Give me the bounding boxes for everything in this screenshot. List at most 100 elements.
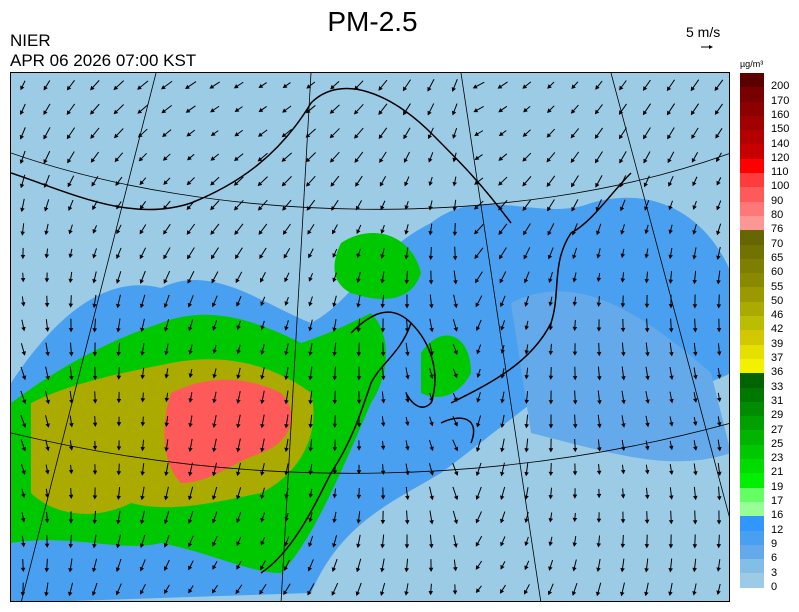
wind-arrowhead (45, 469, 50, 475)
wind-arrowhead (594, 109, 600, 115)
wind-arrowhead (234, 107, 240, 112)
wind-arrowhead (45, 351, 50, 357)
wind-arrowhead (258, 230, 263, 235)
legend-swatch (740, 187, 764, 202)
wind-arrowhead (692, 255, 697, 260)
wind-arrowhead (19, 134, 24, 140)
wind-arrowhead (260, 399, 265, 405)
wind-arrowhead (305, 108, 311, 114)
wind-arrowhead (212, 373, 217, 379)
wind-arrowhead (356, 423, 362, 428)
wind-arrowhead (571, 591, 577, 596)
wind-arrowhead (282, 206, 287, 211)
wind-arrowhead (500, 447, 505, 453)
wind-arrowhead (163, 205, 168, 210)
legend-swatch (740, 244, 764, 259)
wind-arrowhead (260, 541, 265, 546)
wind-arrowhead (644, 278, 650, 284)
wind-arrowhead (308, 493, 314, 499)
legend-label: 110 (771, 166, 789, 179)
wind-arrowhead (356, 446, 362, 451)
wind-arrowhead (115, 567, 121, 572)
wind-arrowhead (547, 254, 553, 260)
wind-arrowhead (257, 181, 263, 187)
wind-arrowhead (597, 447, 602, 452)
wind-arrowhead (500, 423, 505, 429)
wind-arrowhead (596, 543, 602, 548)
wind-arrowhead (500, 518, 505, 524)
wind-arrowhead (500, 374, 505, 379)
wind-arrowhead (548, 325, 554, 331)
legend-swatch (740, 173, 764, 188)
legend-swatch (740, 273, 764, 288)
wind-arrowhead (162, 156, 168, 161)
wind-arrowhead (523, 254, 528, 260)
wind-arrowhead (116, 446, 122, 451)
wind-arrowhead (284, 399, 289, 405)
wind-arrowhead (572, 471, 578, 476)
wind-arrowhead (116, 229, 121, 235)
wind-arrowhead (716, 496, 722, 501)
wind-arrowhead (164, 422, 169, 428)
wind-arrowhead (21, 326, 26, 332)
wind-arrowhead (163, 542, 169, 548)
wind-arrowhead (355, 205, 360, 211)
wind-arrowhead (332, 376, 338, 381)
wind-arrowhead (644, 469, 650, 475)
wind-arrowhead (185, 108, 191, 113)
wind-arrowhead (258, 83, 264, 89)
wind-arrowhead (620, 253, 626, 259)
wind-arrowhead (378, 134, 383, 140)
wind-arrowhead (595, 206, 600, 212)
wind-arrowhead (475, 495, 480, 500)
wind-arrowhead (452, 231, 458, 236)
legend-swatch (740, 416, 764, 431)
wind-arrowhead (498, 108, 503, 113)
wind-arrowhead (404, 205, 409, 210)
wind-arrowhead (669, 398, 674, 404)
wind-arrowhead (380, 352, 386, 357)
wind-arrowhead (595, 182, 600, 188)
green-zone-korea (421, 335, 471, 397)
wind-arrowhead (356, 278, 361, 284)
wind-arrowhead (618, 134, 624, 140)
wind-arrowhead (257, 132, 263, 137)
wind-arrowhead (44, 543, 50, 548)
wind-arrowhead (138, 156, 144, 162)
wind-arrowhead (187, 495, 193, 501)
wind-arrowhead (594, 134, 600, 139)
wind-arrowhead (596, 302, 602, 307)
wind-arrowhead (20, 592, 26, 597)
wind-arrowhead (716, 567, 721, 572)
legend-label: 50 (771, 294, 784, 307)
wind-arrowhead (139, 566, 145, 572)
wind-arrowhead (115, 279, 121, 284)
wind-arrowhead (548, 541, 553, 547)
wind-arrowhead (188, 373, 194, 378)
wind-arrowhead (380, 205, 385, 211)
wind-arrowhead (619, 158, 624, 164)
wind-arrowhead (308, 447, 313, 452)
wind-arrowhead (548, 375, 554, 380)
wind-arrowhead (620, 327, 626, 333)
wind-arrowhead (380, 229, 385, 234)
wind-arrowhead (621, 399, 626, 405)
wind-arrowhead (548, 566, 553, 571)
wind-arrowhead (66, 110, 71, 115)
wind-arrowhead (284, 494, 289, 499)
wind-arrowhead (643, 134, 648, 140)
wind-arrowhead (44, 253, 50, 259)
wind-arrowhead (284, 301, 289, 306)
legend-label: 0 (771, 580, 778, 593)
wind-arrowhead (644, 445, 650, 451)
wind-arrowhead (163, 229, 168, 235)
wind-arrowhead (498, 181, 503, 186)
wind-arrowhead (524, 325, 529, 331)
wind-arrowhead (668, 328, 674, 333)
wind-arrowhead (305, 133, 311, 138)
wind-arrowhead (668, 279, 674, 284)
wind-arrowhead (690, 86, 695, 92)
wind-arrowhead (188, 588, 193, 594)
wind-arrowhead (453, 397, 458, 402)
wind-arrowhead (164, 327, 169, 332)
